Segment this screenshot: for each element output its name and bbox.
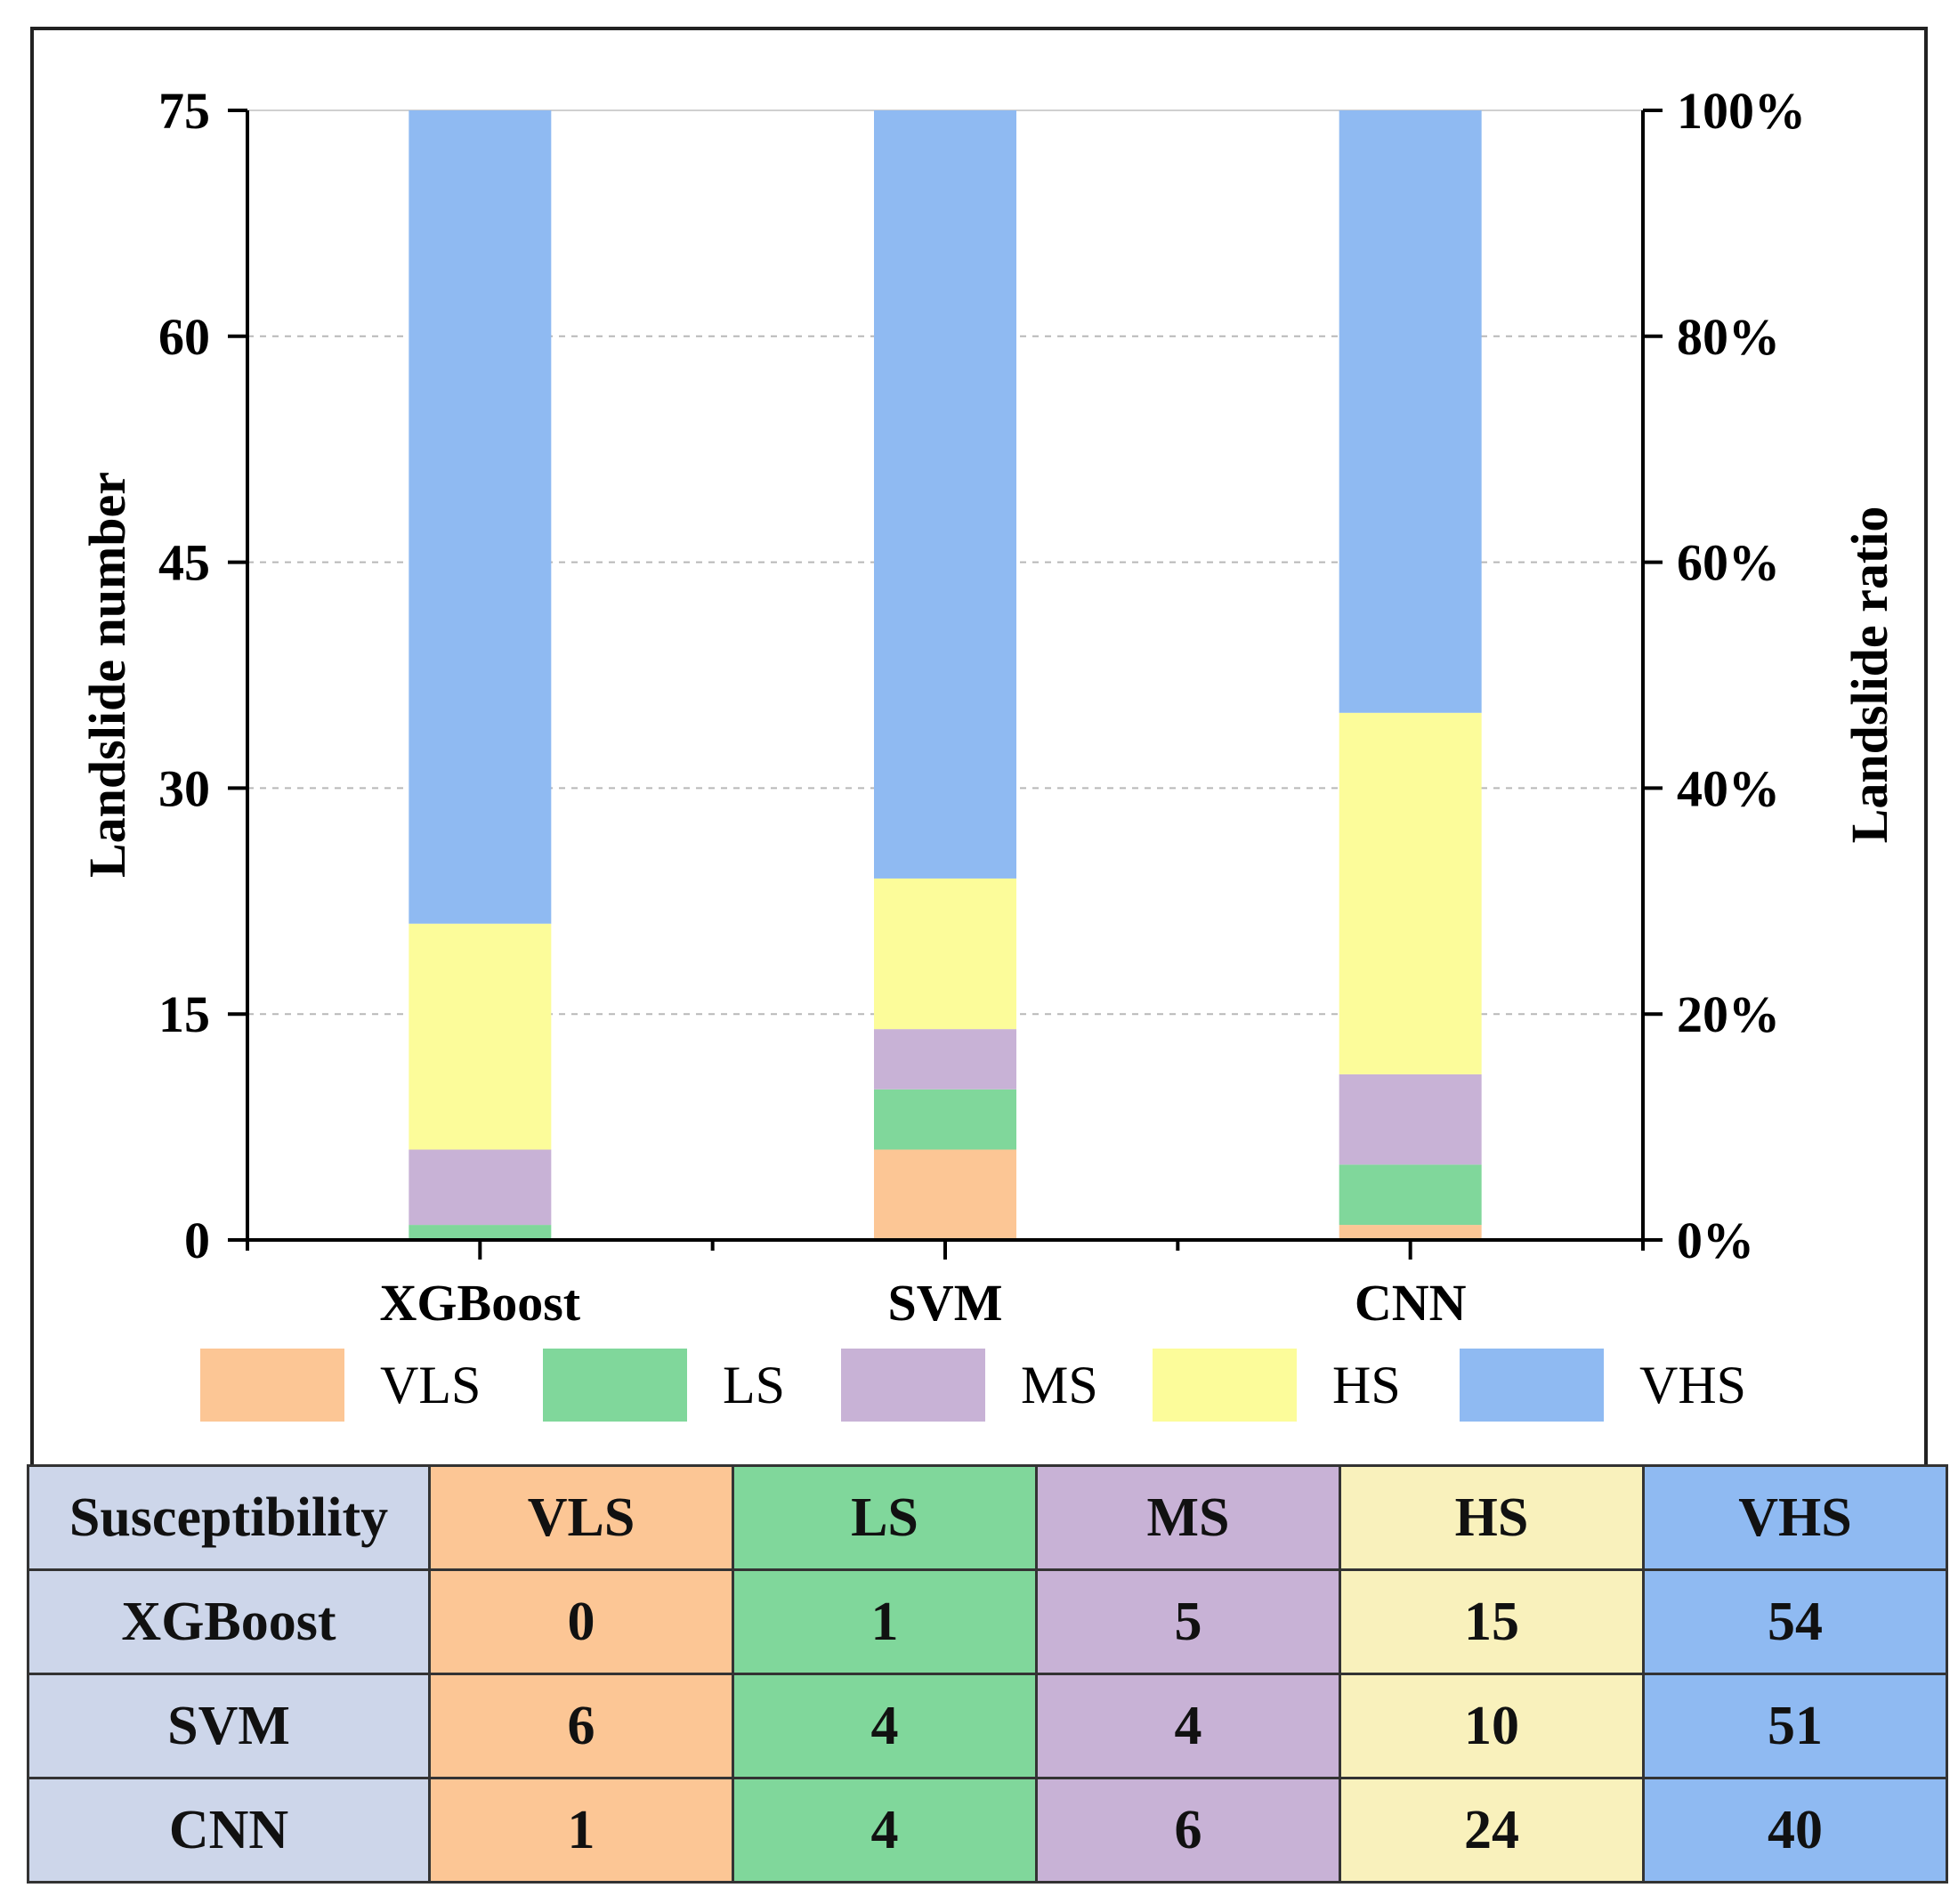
- table-row-model: SVM: [27, 1673, 431, 1779]
- bar-ms-svm: [874, 1029, 1016, 1090]
- bar-vhs-xgboost: [409, 110, 552, 924]
- table-header-ms: MS: [1035, 1464, 1341, 1571]
- y-tick-label: 75: [158, 82, 210, 140]
- legend-swatch-ms: [841, 1349, 985, 1422]
- table-cell: 1: [732, 1568, 1038, 1675]
- y-tick-label: 30: [158, 759, 210, 817]
- legend-label-hs: HS: [1332, 1356, 1401, 1414]
- table-cell: 4: [732, 1777, 1038, 1884]
- table-row: SVM 6 4 4 10 51: [27, 1673, 1948, 1779]
- table-header-ls: LS: [732, 1464, 1038, 1571]
- bar-ms-cnn: [1339, 1074, 1482, 1165]
- bar-vls-cnn: [1339, 1225, 1482, 1240]
- table-cell: 6: [1035, 1777, 1341, 1884]
- y-tick-label: 45: [158, 534, 210, 592]
- y-right-tick-label: 100%: [1677, 82, 1806, 140]
- ticks: 0 15 30 45 60 75 0% 20% 40% 60% 80% 100% XGBoost SVM C…: [158, 82, 1806, 1332]
- bar-ls-svm: [874, 1089, 1016, 1150]
- legend-label-vls: VLS: [380, 1356, 481, 1414]
- table-row-model: CNN: [27, 1777, 431, 1884]
- x-tick-label: CNN: [1355, 1274, 1467, 1332]
- data-table: Susceptibility VLS LS MS HS VHS XGBoost 0 1 5 15 54…: [27, 1464, 1948, 1884]
- y-tick-label: 15: [158, 985, 210, 1043]
- y-right-tick-label: 60%: [1677, 534, 1780, 592]
- table-cell: 6: [428, 1673, 734, 1779]
- y-right-tick-label: 0%: [1677, 1211, 1754, 1269]
- legend-label-ls: LS: [723, 1356, 785, 1414]
- axis-labels: Landslide number Landslide ratio: [78, 472, 1898, 878]
- table-header-susceptibility: Susceptibility: [27, 1464, 431, 1571]
- bar-ms-xgboost: [409, 1149, 552, 1226]
- bar-ls-xgboost: [409, 1225, 552, 1240]
- table-cell: 5: [1035, 1568, 1341, 1675]
- table-cell: 0: [428, 1568, 734, 1675]
- bar-hs-xgboost: [409, 923, 552, 1150]
- table-cell: 40: [1642, 1777, 1948, 1884]
- x-tick-label: SVM: [888, 1274, 1003, 1332]
- table-cell: 51: [1642, 1673, 1948, 1779]
- y-right-tick-label: 20%: [1677, 985, 1780, 1043]
- table-header-vhs: VHS: [1642, 1464, 1948, 1571]
- table-cell: 15: [1339, 1568, 1645, 1675]
- bar-vls-svm: [874, 1149, 1016, 1240]
- table-row-model: XGBoost: [27, 1568, 431, 1675]
- table-row: XGBoost 0 1 5 15 54: [27, 1568, 1948, 1675]
- table-header-row: Susceptibility VLS LS MS HS VHS: [27, 1464, 1948, 1571]
- table-cell: 10: [1339, 1673, 1645, 1779]
- y-axis-title: Landslide number: [78, 472, 136, 878]
- legend-swatch-vhs: [1460, 1349, 1604, 1422]
- table-cell: 54: [1642, 1568, 1948, 1675]
- bar-vhs-cnn: [1339, 110, 1482, 713]
- bar-hs-cnn: [1339, 712, 1482, 1074]
- y-tick-label: 0: [184, 1211, 210, 1269]
- table-row: CNN 1 4 6 24 40: [27, 1777, 1948, 1884]
- x-tick-label: XGBoost: [380, 1274, 581, 1332]
- table-cell: 1: [428, 1777, 734, 1884]
- y-axis-title-right: Landslide ratio: [1841, 506, 1898, 844]
- bar-vhs-svm: [874, 110, 1016, 879]
- stacked-bar-chart: 0 15 30 45 60 75 0% 20% 40% 60% 80% 100% XGBoost SVM C…: [78, 82, 1898, 1422]
- bar-hs-svm: [874, 878, 1016, 1030]
- table-cell: 24: [1339, 1777, 1645, 1884]
- table-cell: 4: [732, 1673, 1038, 1779]
- y-tick-label: 60: [158, 308, 210, 366]
- legend-swatch-hs: [1153, 1349, 1297, 1422]
- y-right-tick-label: 40%: [1677, 759, 1780, 817]
- table-cell: 4: [1035, 1673, 1341, 1779]
- bar-ls-cnn: [1339, 1164, 1482, 1226]
- table-header-vls: VLS: [428, 1464, 734, 1571]
- legend-label-vhs: VHS: [1639, 1356, 1746, 1414]
- legend-swatch-ls: [543, 1349, 687, 1422]
- legend-swatch-vls: [200, 1349, 344, 1422]
- table-header-hs: HS: [1339, 1464, 1645, 1571]
- legend: VLS LS MS HS VHS: [200, 1349, 1746, 1422]
- bars: [409, 110, 1482, 1240]
- y-right-tick-label: 80%: [1677, 308, 1780, 366]
- legend-label-ms: MS: [1021, 1356, 1098, 1414]
